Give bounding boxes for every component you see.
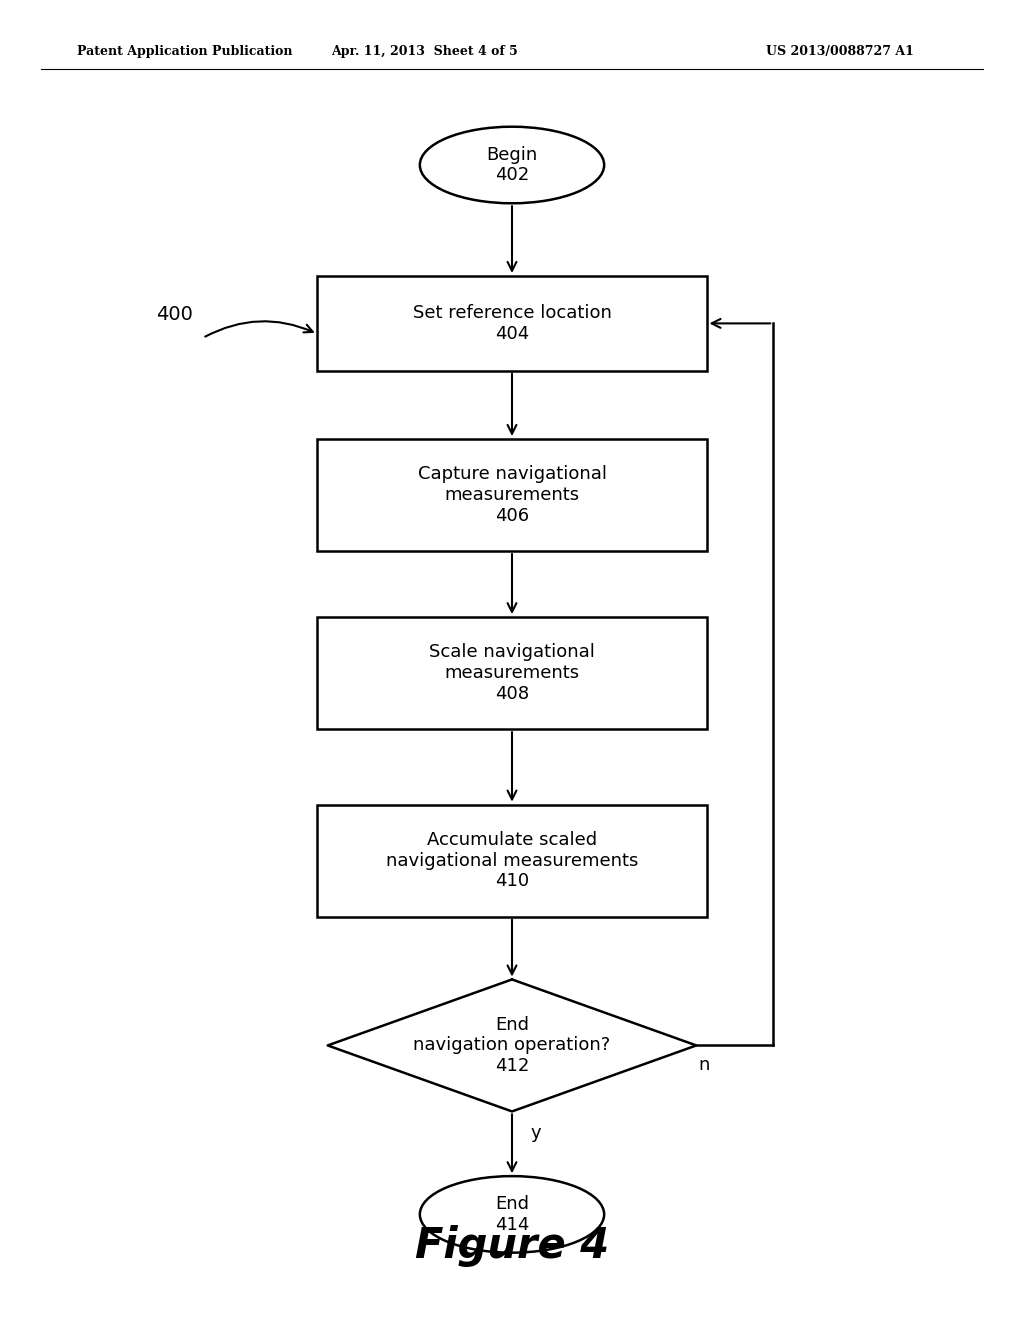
Text: Patent Application Publication: Patent Application Publication (77, 45, 292, 58)
Text: Apr. 11, 2013  Sheet 4 of 5: Apr. 11, 2013 Sheet 4 of 5 (332, 45, 518, 58)
Text: Capture navigational
measurements
406: Capture navigational measurements 406 (418, 465, 606, 525)
Text: Figure 4: Figure 4 (415, 1225, 609, 1267)
Text: 400: 400 (156, 305, 193, 323)
Text: y: y (530, 1123, 541, 1142)
Text: Scale navigational
measurements
408: Scale navigational measurements 408 (429, 643, 595, 704)
Text: Accumulate scaled
navigational measurements
410: Accumulate scaled navigational measureme… (386, 830, 638, 891)
Text: n: n (698, 1056, 710, 1074)
Text: End
414: End 414 (495, 1195, 529, 1234)
Text: End
navigation operation?
412: End navigation operation? 412 (414, 1015, 610, 1076)
Text: Begin
402: Begin 402 (486, 145, 538, 185)
Text: Set reference location
404: Set reference location 404 (413, 304, 611, 343)
Text: US 2013/0088727 A1: US 2013/0088727 A1 (766, 45, 913, 58)
